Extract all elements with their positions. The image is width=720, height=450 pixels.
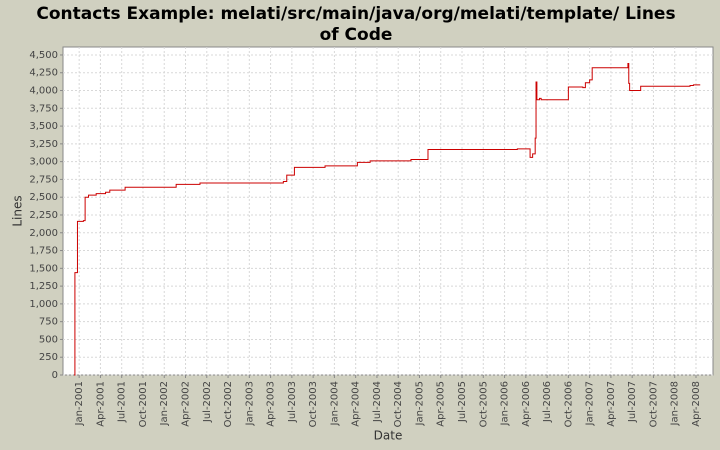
y-tick-label: 3,500: [29, 121, 58, 132]
x-tick-label: Jan-2004: [329, 381, 340, 426]
x-tick-label: Apr-2004: [351, 381, 362, 427]
y-tick-label: 3,750: [29, 103, 58, 114]
x-tick-label: Apr-2007: [606, 381, 617, 427]
x-tick-label: Jan-2001: [74, 381, 85, 426]
x-tick-label: Oct-2006: [563, 381, 574, 427]
x-tick-label: Oct-2004: [393, 381, 404, 427]
x-tick-label: Jan-2008: [670, 381, 681, 426]
x-tick-label: Jul-2001: [117, 381, 128, 423]
y-tick-label: 500: [39, 334, 58, 345]
y-tick-label: 2,750: [29, 174, 58, 185]
y-tick-label: 0: [52, 370, 58, 381]
y-tick-label: 2,500: [29, 192, 58, 203]
y-tick-label: 4,500: [29, 50, 58, 61]
x-axis-title: Date: [374, 429, 403, 443]
x-tick-label: Jul-2003: [287, 381, 298, 423]
x-tick-label: Oct-2005: [478, 381, 489, 427]
x-tick-label: Jan-2003: [244, 381, 255, 426]
y-tick-label: 3,250: [29, 139, 58, 150]
x-tick-label: Jan-2007: [585, 381, 596, 426]
x-tick-label: Jul-2005: [457, 381, 468, 423]
plot-area: [62, 46, 714, 376]
y-tick-label: 750: [39, 317, 58, 328]
x-tick-label: Jan-2002: [159, 381, 170, 426]
y-tick-label: 1,500: [29, 263, 58, 274]
y-tick-label: 2,250: [29, 210, 58, 221]
x-tick-label: Oct-2007: [648, 381, 659, 427]
y-tick-label: 1,000: [29, 299, 58, 310]
chart-title: Contacts Example: melati/src/main/java/o…: [36, 4, 675, 45]
y-tick-label: 4,250: [29, 68, 58, 79]
x-tick-label: Apr-2006: [521, 381, 532, 427]
x-tick-label: Apr-2005: [436, 381, 447, 427]
x-tick-label: Jan-2005: [414, 381, 425, 426]
x-tick-label: Jul-2007: [627, 381, 638, 423]
y-tick-label: 1,750: [29, 246, 58, 257]
y-tick-label: 3,000: [29, 157, 58, 168]
x-tick-label: Apr-2002: [181, 381, 192, 427]
x-tick-label: Jul-2006: [542, 381, 553, 423]
y-tick-label: 250: [39, 352, 58, 363]
x-tick-label: Apr-2008: [691, 381, 702, 427]
x-tick-label: Jan-2006: [500, 381, 511, 426]
x-tick-label: Oct-2003: [308, 381, 319, 427]
line-series: [74, 62, 701, 376]
x-tick-label: Oct-2002: [223, 381, 234, 427]
x-tick-label: Apr-2001: [95, 381, 106, 427]
x-tick-label: Oct-2001: [138, 381, 149, 427]
y-tick-label: 4,000: [29, 86, 58, 97]
x-tick-label: Jul-2002: [202, 381, 213, 423]
y-tick-label: 1,250: [29, 281, 58, 292]
y-axis-title: Lines: [11, 195, 25, 226]
y-tick-label: 2,000: [29, 228, 58, 239]
x-tick-label: Apr-2003: [266, 381, 277, 427]
x-tick-label: Jul-2004: [372, 381, 383, 423]
